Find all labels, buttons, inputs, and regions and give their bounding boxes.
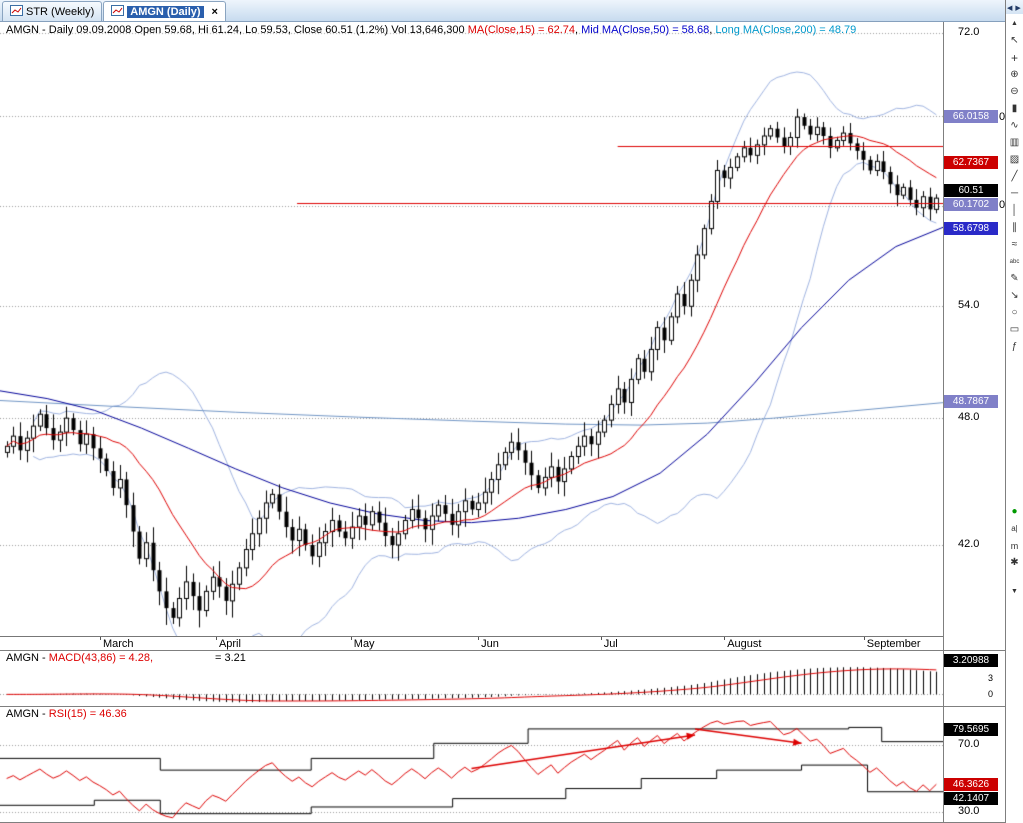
marker-tool-icon[interactable]: m (1010, 540, 1019, 551)
pencil-icon[interactable]: ✎ (1010, 273, 1019, 284)
zoom-out-icon[interactable]: ⊖ (1010, 86, 1019, 97)
month-label: Jun (481, 638, 499, 650)
rsi-chart-canvas[interactable] (0, 720, 943, 822)
title-segment: Long MA(Close,200) = 48.79 (715, 24, 857, 36)
month-tick (600, 637, 602, 640)
axis-separator (943, 22, 944, 822)
month-label: May (353, 638, 375, 650)
tab-amgn-daily[interactable]: AMGN (Daily) × (103, 1, 226, 21)
candlestick-chart-icon[interactable]: ▮ (1011, 103, 1018, 114)
title-segment: RSI(15) = 46.36 (48, 708, 127, 720)
macd-axis-tick: 0 (988, 689, 994, 700)
month-label: April (218, 638, 241, 650)
month-tick (99, 637, 101, 640)
crosshair-icon[interactable]: + (1010, 50, 1018, 65)
rectangle-tool-icon[interactable]: ▭ (1009, 324, 1020, 335)
price-badge: 42.1407 (944, 792, 998, 805)
tab-scroll-left-icon[interactable]: ◀ (1007, 5, 1013, 12)
text-tool-icon[interactable]: abc (1009, 258, 1020, 265)
zoom-in-icon[interactable]: ⊕ (1010, 69, 1019, 80)
macd-title: AMGN - MACD(43,86) = 4.28, = 3.21 (6, 652, 939, 664)
note-tool-icon[interactable]: a| (1011, 524, 1018, 533)
month-tick (350, 637, 352, 640)
rsi-title: AMGN - RSI(15) = 46.36 (6, 708, 939, 720)
price-badge: 79.5695 (944, 723, 998, 736)
toolbar-separator (1005, 0, 1006, 823)
panel-separator-macd (0, 650, 1006, 651)
price-badge: 60.51 (944, 184, 998, 197)
settings-icon[interactable]: ✱ (1010, 557, 1019, 568)
title-segment: MA(Close,15) = 62.74 (467, 24, 575, 36)
y-axis-label: 72.0 (958, 26, 980, 38)
price-badge: 3.20988 (944, 654, 998, 667)
title-segment: MACD(43,86) = 4.28, (48, 652, 154, 664)
tab-close-icon[interactable]: × (211, 5, 218, 18)
month-tick (863, 637, 865, 640)
tab-scroll-arrows: ◀ ▶ (1007, 4, 1021, 12)
tab-scroll-right-icon[interactable]: ▶ (1015, 5, 1021, 12)
bar-chart-icon[interactable]: ▥ (1009, 137, 1020, 148)
fibonacci-icon[interactable]: ≈ (1011, 239, 1018, 250)
price-badge: 60.1702 (944, 198, 998, 211)
tab-label: AMGN (Daily) (127, 5, 204, 18)
y-axis-label: 54.0 (958, 299, 980, 311)
month-tick (724, 637, 726, 640)
title-segment: AMGN - (6, 708, 49, 720)
month-tick (478, 637, 480, 640)
scroll-down-icon[interactable]: ▼ (1011, 588, 1018, 595)
price-badge: 66.0158 (944, 110, 998, 123)
horizontal-line-icon[interactable]: ─ (1010, 188, 1019, 199)
y-axis-label: 70.0 (958, 738, 980, 750)
main-chart-title: AMGN - Daily 09.09.2008 Open 59.68, Hi 6… (6, 24, 939, 36)
price-badge: 46.3626 (944, 778, 998, 791)
y-axis-label: 42.0 (958, 538, 980, 550)
axis-label-remnant: 0 (999, 111, 1006, 123)
title-segment: AMGN - Daily 09.09.2008 Open 59.68, Hi 6… (6, 24, 468, 36)
channel-icon[interactable]: ∥ (1012, 222, 1017, 233)
arrow-annotation-icon[interactable]: ↘ (1010, 290, 1019, 301)
line-chart-icon[interactable]: ∿ (1010, 120, 1019, 131)
axis-label-remnant: 0 (999, 199, 1006, 211)
chart-tab-icon (10, 4, 23, 19)
main-chart-canvas[interactable] (0, 22, 943, 636)
status-icon[interactable]: ● (1011, 506, 1018, 517)
title-segment: Mid MA(Close,50) = 58.68 (581, 24, 710, 36)
tab-bar: STR (Weekly) AMGN (Daily) × (0, 0, 1023, 22)
price-badge: 48.7867 (944, 395, 998, 408)
tab-label: STR (Weekly) (26, 5, 95, 18)
chart-tab-icon (111, 4, 125, 19)
title-segment: = 3.21 (215, 652, 246, 664)
x-axis: March April May Jun Jul August September (0, 636, 943, 651)
y-axis-label: 30.0 (958, 805, 980, 817)
title-segment: AMGN - (6, 652, 49, 664)
ellipse-tool-icon[interactable]: ○ (1011, 307, 1018, 318)
tab-str-weekly[interactable]: STR (Weekly) (2, 1, 103, 21)
trendline-icon[interactable]: ╱ (1011, 171, 1018, 182)
price-badge: 62.7367 (944, 156, 998, 169)
month-label: March (102, 638, 134, 650)
right-toolbar: ▲ ↖ + ⊕ ⊖ ▮ ∿ ▥ ▨ ╱ ─ │ ∥ ≈ abc ✎ ↘ ○ ▭ ƒ ● a| m ✱ ▼ (1006, 14, 1023, 823)
month-tick (215, 637, 217, 640)
pointer-icon[interactable]: ↖ (1010, 35, 1019, 46)
area-chart-icon[interactable]: ▨ (1009, 154, 1020, 165)
scroll-up-icon[interactable]: ▲ (1011, 20, 1018, 27)
y-axis-label: 48.0 (958, 411, 980, 423)
vertical-line-icon[interactable]: │ (1011, 205, 1018, 216)
macd-chart-canvas[interactable] (0, 665, 943, 704)
title-segment: , (575, 24, 582, 36)
month-label: Jul (603, 638, 618, 650)
panel-separator-rsi (0, 706, 1006, 707)
price-badge: 58.6798 (944, 222, 998, 235)
title-segment: , (709, 24, 716, 36)
month-label: August (727, 638, 762, 650)
month-label: September (866, 638, 921, 650)
macd-axis-tick: 3 (988, 672, 994, 683)
indicator-icon[interactable]: ƒ (1011, 341, 1018, 352)
